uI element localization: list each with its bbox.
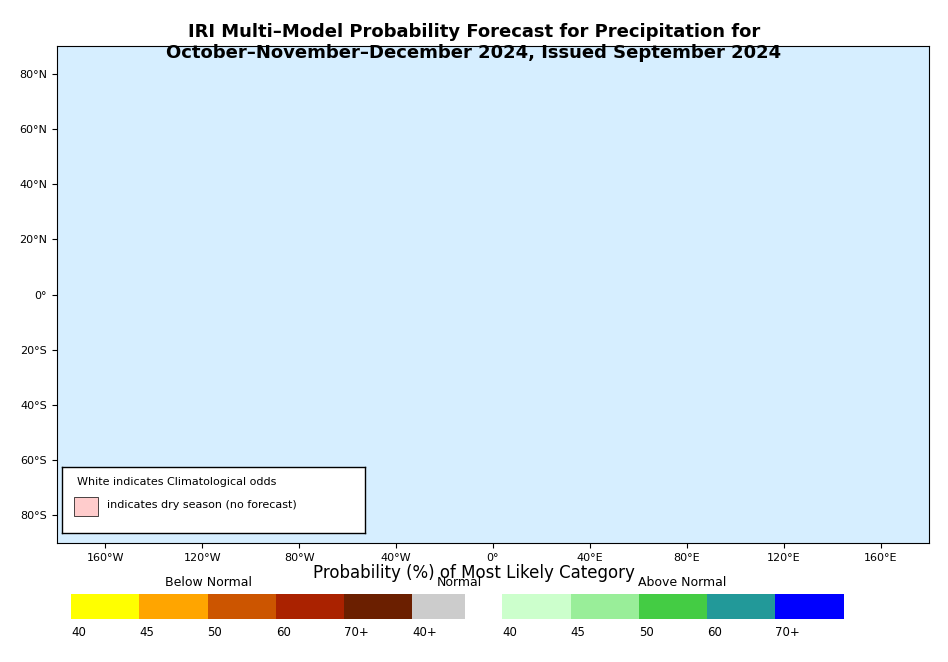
Text: IRI Multi–Model Probability Forecast for Precipitation for
October–November–Dece: IRI Multi–Model Probability Forecast for… — [167, 23, 781, 62]
Text: 50: 50 — [208, 626, 223, 639]
Text: indicates dry season (no forecast): indicates dry season (no forecast) — [107, 500, 297, 510]
Text: 40: 40 — [71, 626, 86, 639]
Text: Normal: Normal — [437, 576, 483, 589]
Text: Above Normal: Above Normal — [638, 576, 727, 589]
Text: Probability (%) of Most Likely Category: Probability (%) of Most Likely Category — [313, 563, 635, 582]
Text: 40+: 40+ — [412, 626, 437, 639]
Text: 60: 60 — [276, 626, 291, 639]
Text: 50: 50 — [639, 626, 654, 639]
Text: 45: 45 — [571, 626, 586, 639]
Text: 60: 60 — [707, 626, 722, 639]
Bar — [74, 496, 98, 516]
Text: 45: 45 — [139, 626, 155, 639]
Text: 40: 40 — [502, 626, 518, 639]
Text: 70+: 70+ — [775, 626, 800, 639]
Text: Below Normal: Below Normal — [165, 576, 252, 589]
Text: White indicates Climatological odds: White indicates Climatological odds — [77, 477, 276, 487]
Text: 70+: 70+ — [344, 626, 369, 639]
